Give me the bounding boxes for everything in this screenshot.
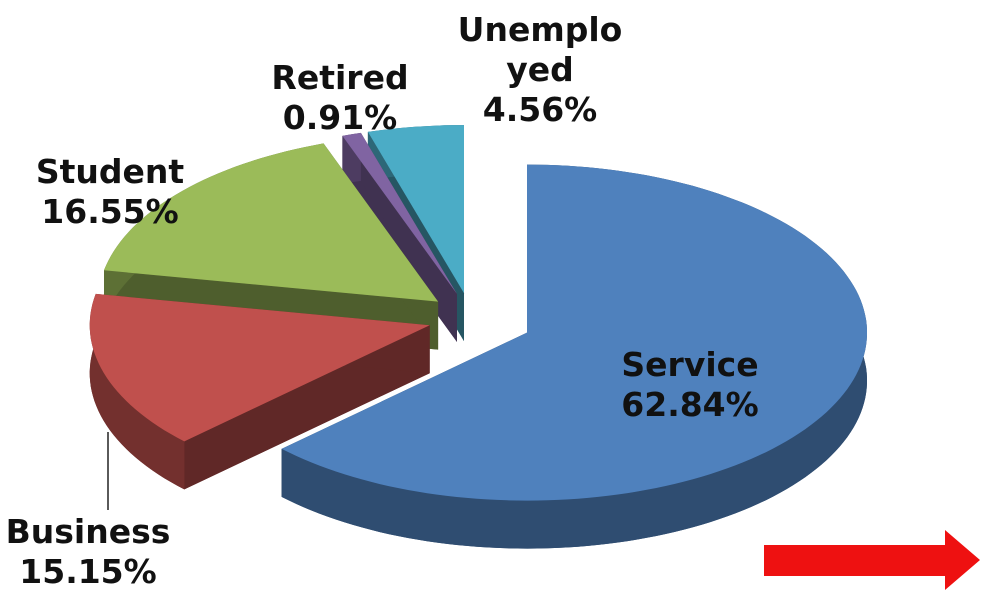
slice-label: Unemployed 4.56% (452, 10, 628, 130)
value-label: 15.15% (19, 552, 157, 591)
arrow-decoration (764, 530, 980, 590)
value-label: 62.84% (621, 385, 759, 424)
pie-slice (281, 164, 868, 501)
category-label: Student (35, 152, 185, 191)
slice-label: Service 62.84% (600, 345, 780, 425)
pie-slice (89, 293, 430, 442)
category-label: Retired (271, 58, 409, 97)
category-label: Unemployed (457, 10, 623, 89)
value-label: 16.55% (41, 192, 179, 231)
category-label: Business (5, 512, 171, 551)
slice-wall (281, 164, 868, 549)
pie-slice (342, 132, 457, 294)
pie-slice (367, 125, 464, 294)
value-label: 4.56% (482, 90, 598, 129)
slice-label: Retired 0.91% (250, 58, 430, 138)
pie-slice (104, 143, 439, 302)
slice-label: Business 15.15% (0, 512, 176, 592)
category-label: Service (621, 345, 759, 384)
value-label: 0.91% (282, 98, 398, 137)
slice-wall (89, 293, 185, 490)
slice-label: Student 16.55% (20, 152, 200, 232)
